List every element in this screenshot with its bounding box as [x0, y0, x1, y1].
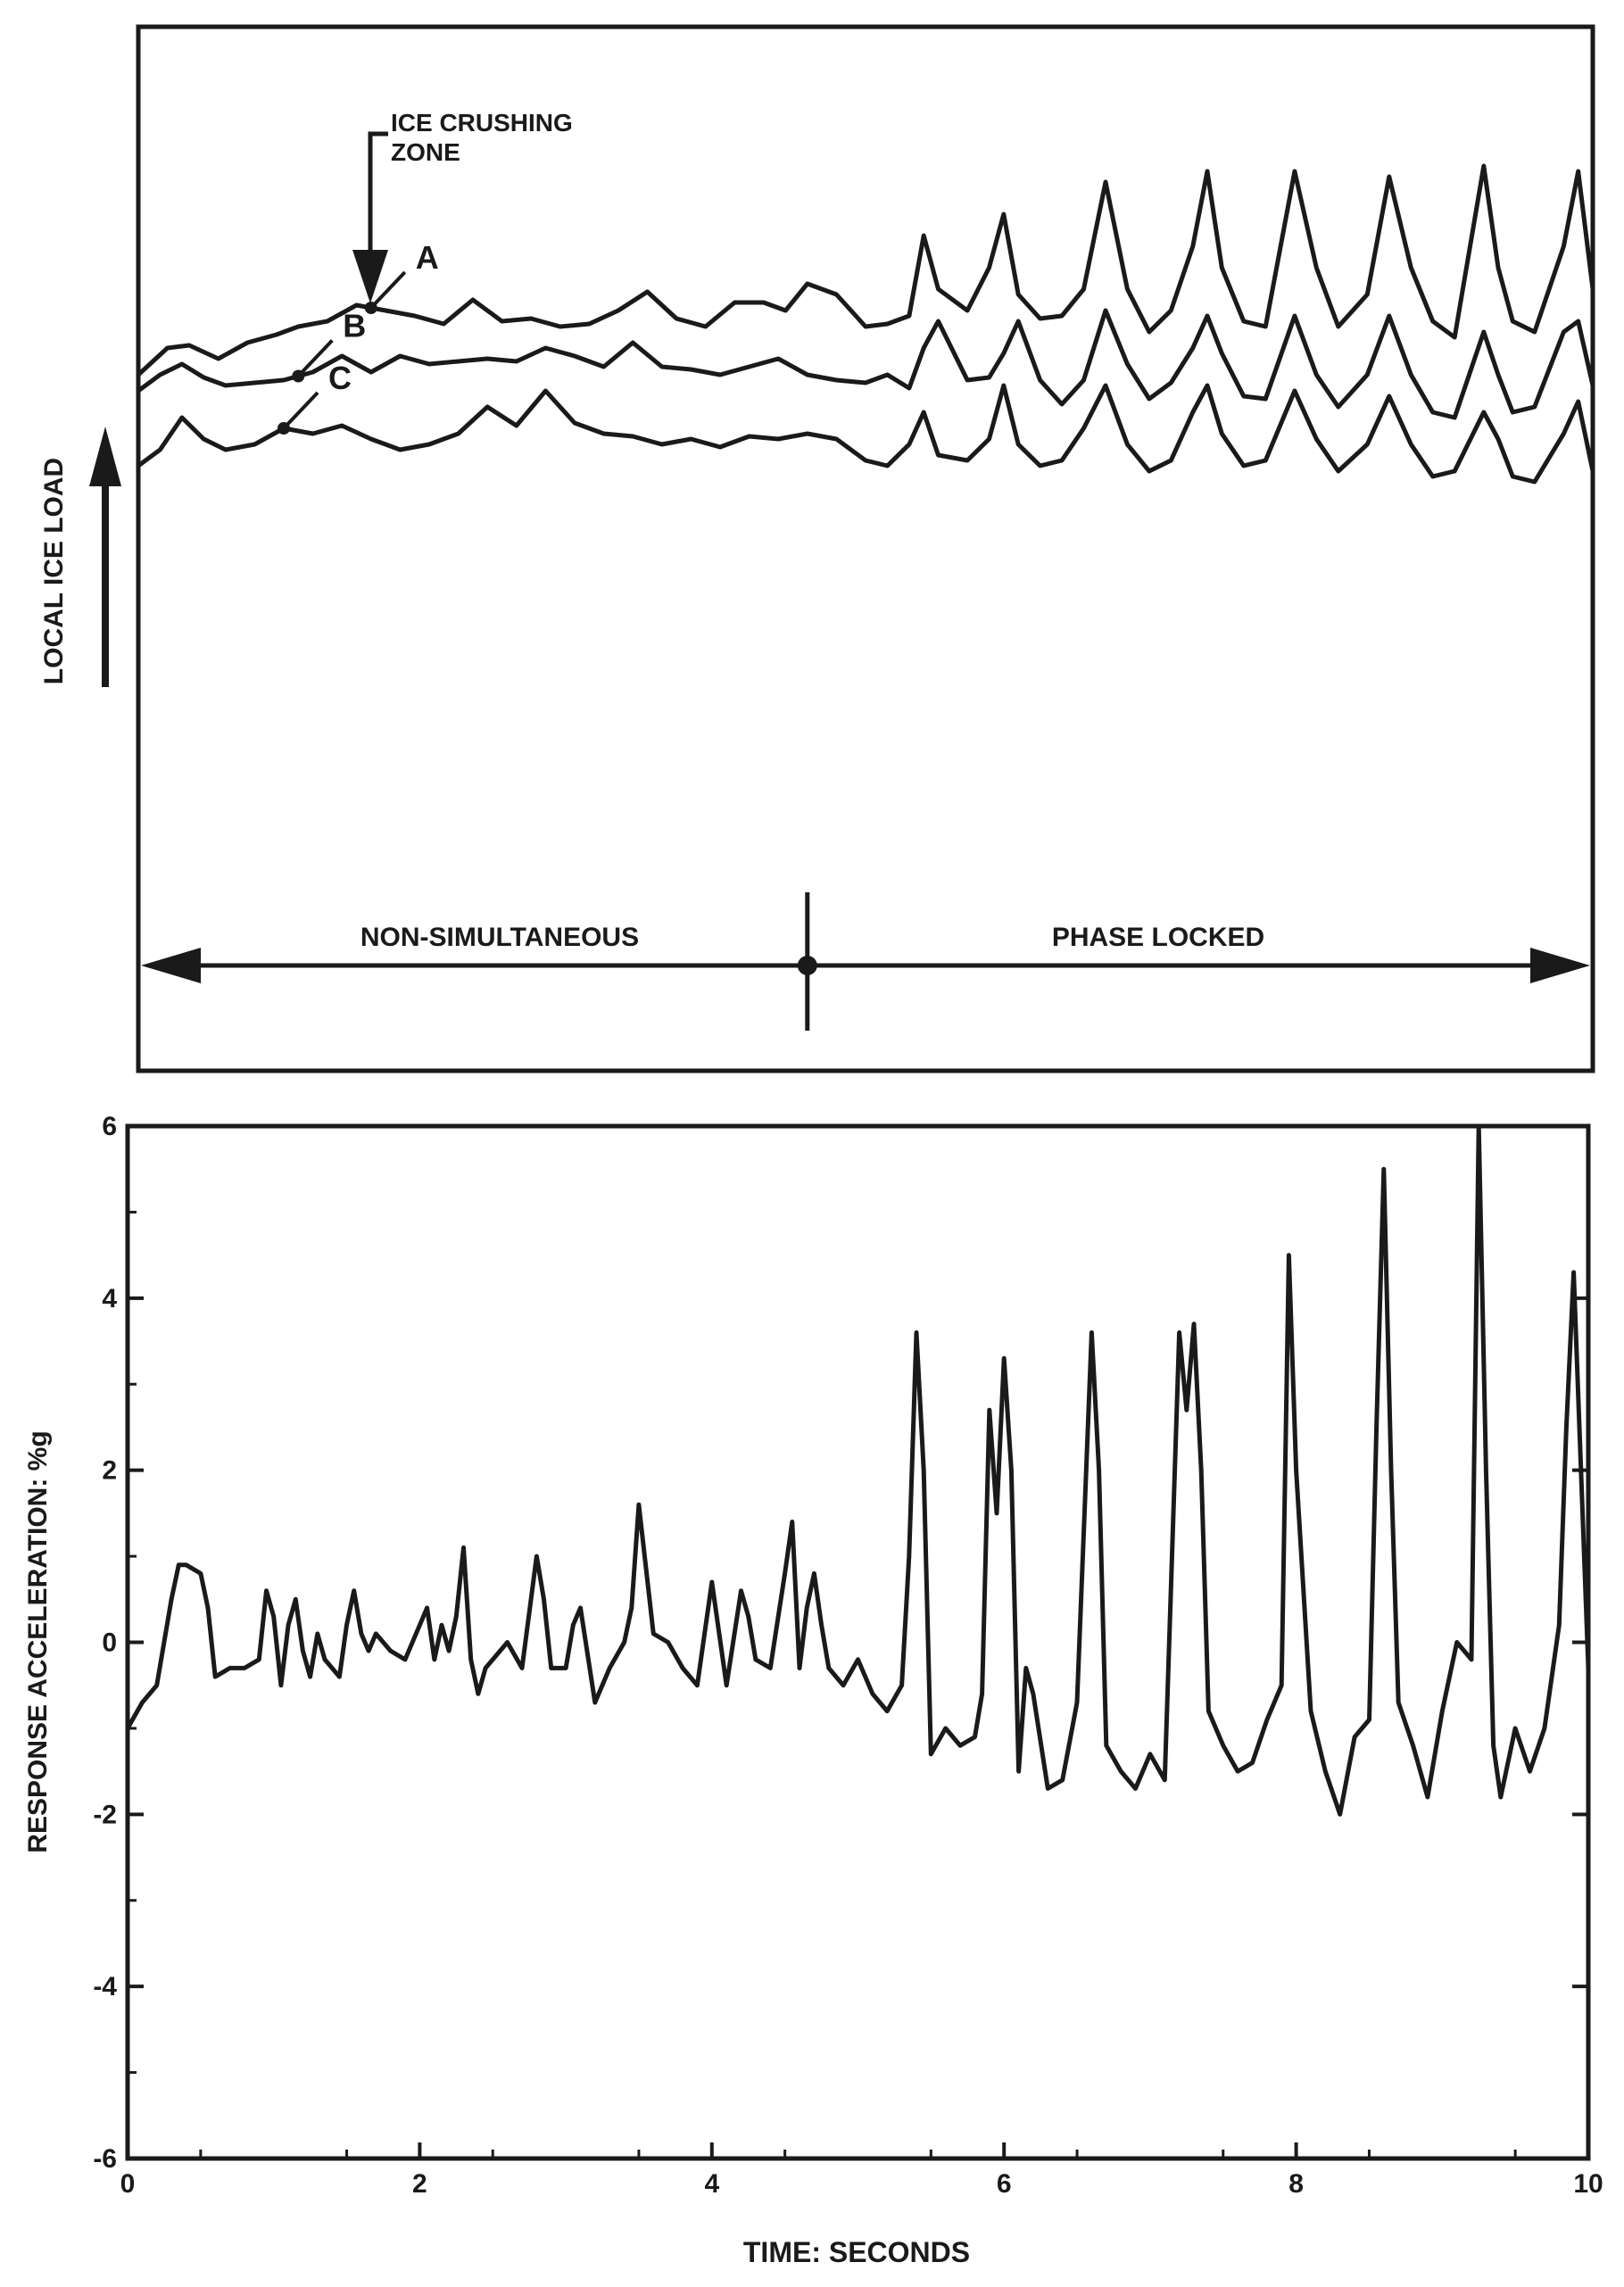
series-a-label: A: [416, 239, 439, 276]
crushing-zone-arrow-head: [352, 250, 388, 303]
x-tick-label: 8: [1288, 2169, 1304, 2199]
series-c-marker: [278, 422, 290, 435]
series-a-marker: [364, 302, 377, 314]
series-b-leader: [296, 339, 334, 377]
region-left-label: NON-SIMULTANEOUS: [360, 923, 639, 952]
acceleration-panel: 0 2 4 6 8 10 -6 -4 -2 0 2 4 6 TIME: SECONDS RESPONSE…: [23, 1112, 1603, 2268]
ice-load-arrow-head: [89, 427, 121, 486]
region-arrow-left-head: [141, 948, 201, 983]
x-tick-label: 0: [120, 2169, 136, 2199]
x-tick-label: 4: [704, 2169, 719, 2199]
crushing-zone-label-line1: ICE CRUSHING: [391, 109, 573, 137]
y-tick-label: 4: [102, 1284, 117, 1313]
x-tick-label: 6: [997, 2169, 1012, 2199]
y-tick-label: -6: [93, 2144, 117, 2174]
series-a-leader: [369, 270, 407, 310]
y-tick-label: 0: [102, 1628, 117, 1658]
ice-load-series-a: [137, 163, 1595, 377]
x-tick-label: 10: [1573, 2169, 1603, 2199]
ice-load-series-c: [137, 383, 1595, 485]
acceleration-ylabel: RESPONSE ACCELERATION: %g: [23, 1430, 53, 1852]
y-tick-label: -2: [93, 1800, 117, 1829]
ice-load-series-b: [137, 308, 1595, 420]
series-b-marker: [292, 369, 305, 383]
y-tick-label: -4: [93, 1972, 117, 2001]
region-right-label: PHASE LOCKED: [1052, 923, 1264, 952]
ice-load-frame: [136, 24, 1595, 1073]
region-arrow-right-head: [1530, 948, 1590, 983]
ice-load-ylabel: LOCAL ICE LOAD: [39, 458, 69, 684]
region-boundary-dot: [797, 956, 817, 975]
crushing-zone-label-line2: ZONE: [391, 138, 460, 166]
ice-load-panel: LOCAL ICE LOAD A BC ICE CRUSHING ZONE NON…: [39, 24, 1595, 1073]
crushing-zone-arrow-shaft: [368, 131, 388, 254]
series-c-leader: [282, 391, 319, 430]
x-tick-label: 2: [412, 2169, 427, 2199]
acceleration-series: [125, 1123, 1591, 1817]
series-c-label: C: [328, 360, 352, 396]
y-tick-label: 6: [102, 1112, 117, 1141]
y-tick-label: 2: [102, 1456, 117, 1486]
series-b-label: B: [343, 308, 366, 344]
acceleration-xlabel: TIME: SECONDS: [743, 2236, 970, 2268]
